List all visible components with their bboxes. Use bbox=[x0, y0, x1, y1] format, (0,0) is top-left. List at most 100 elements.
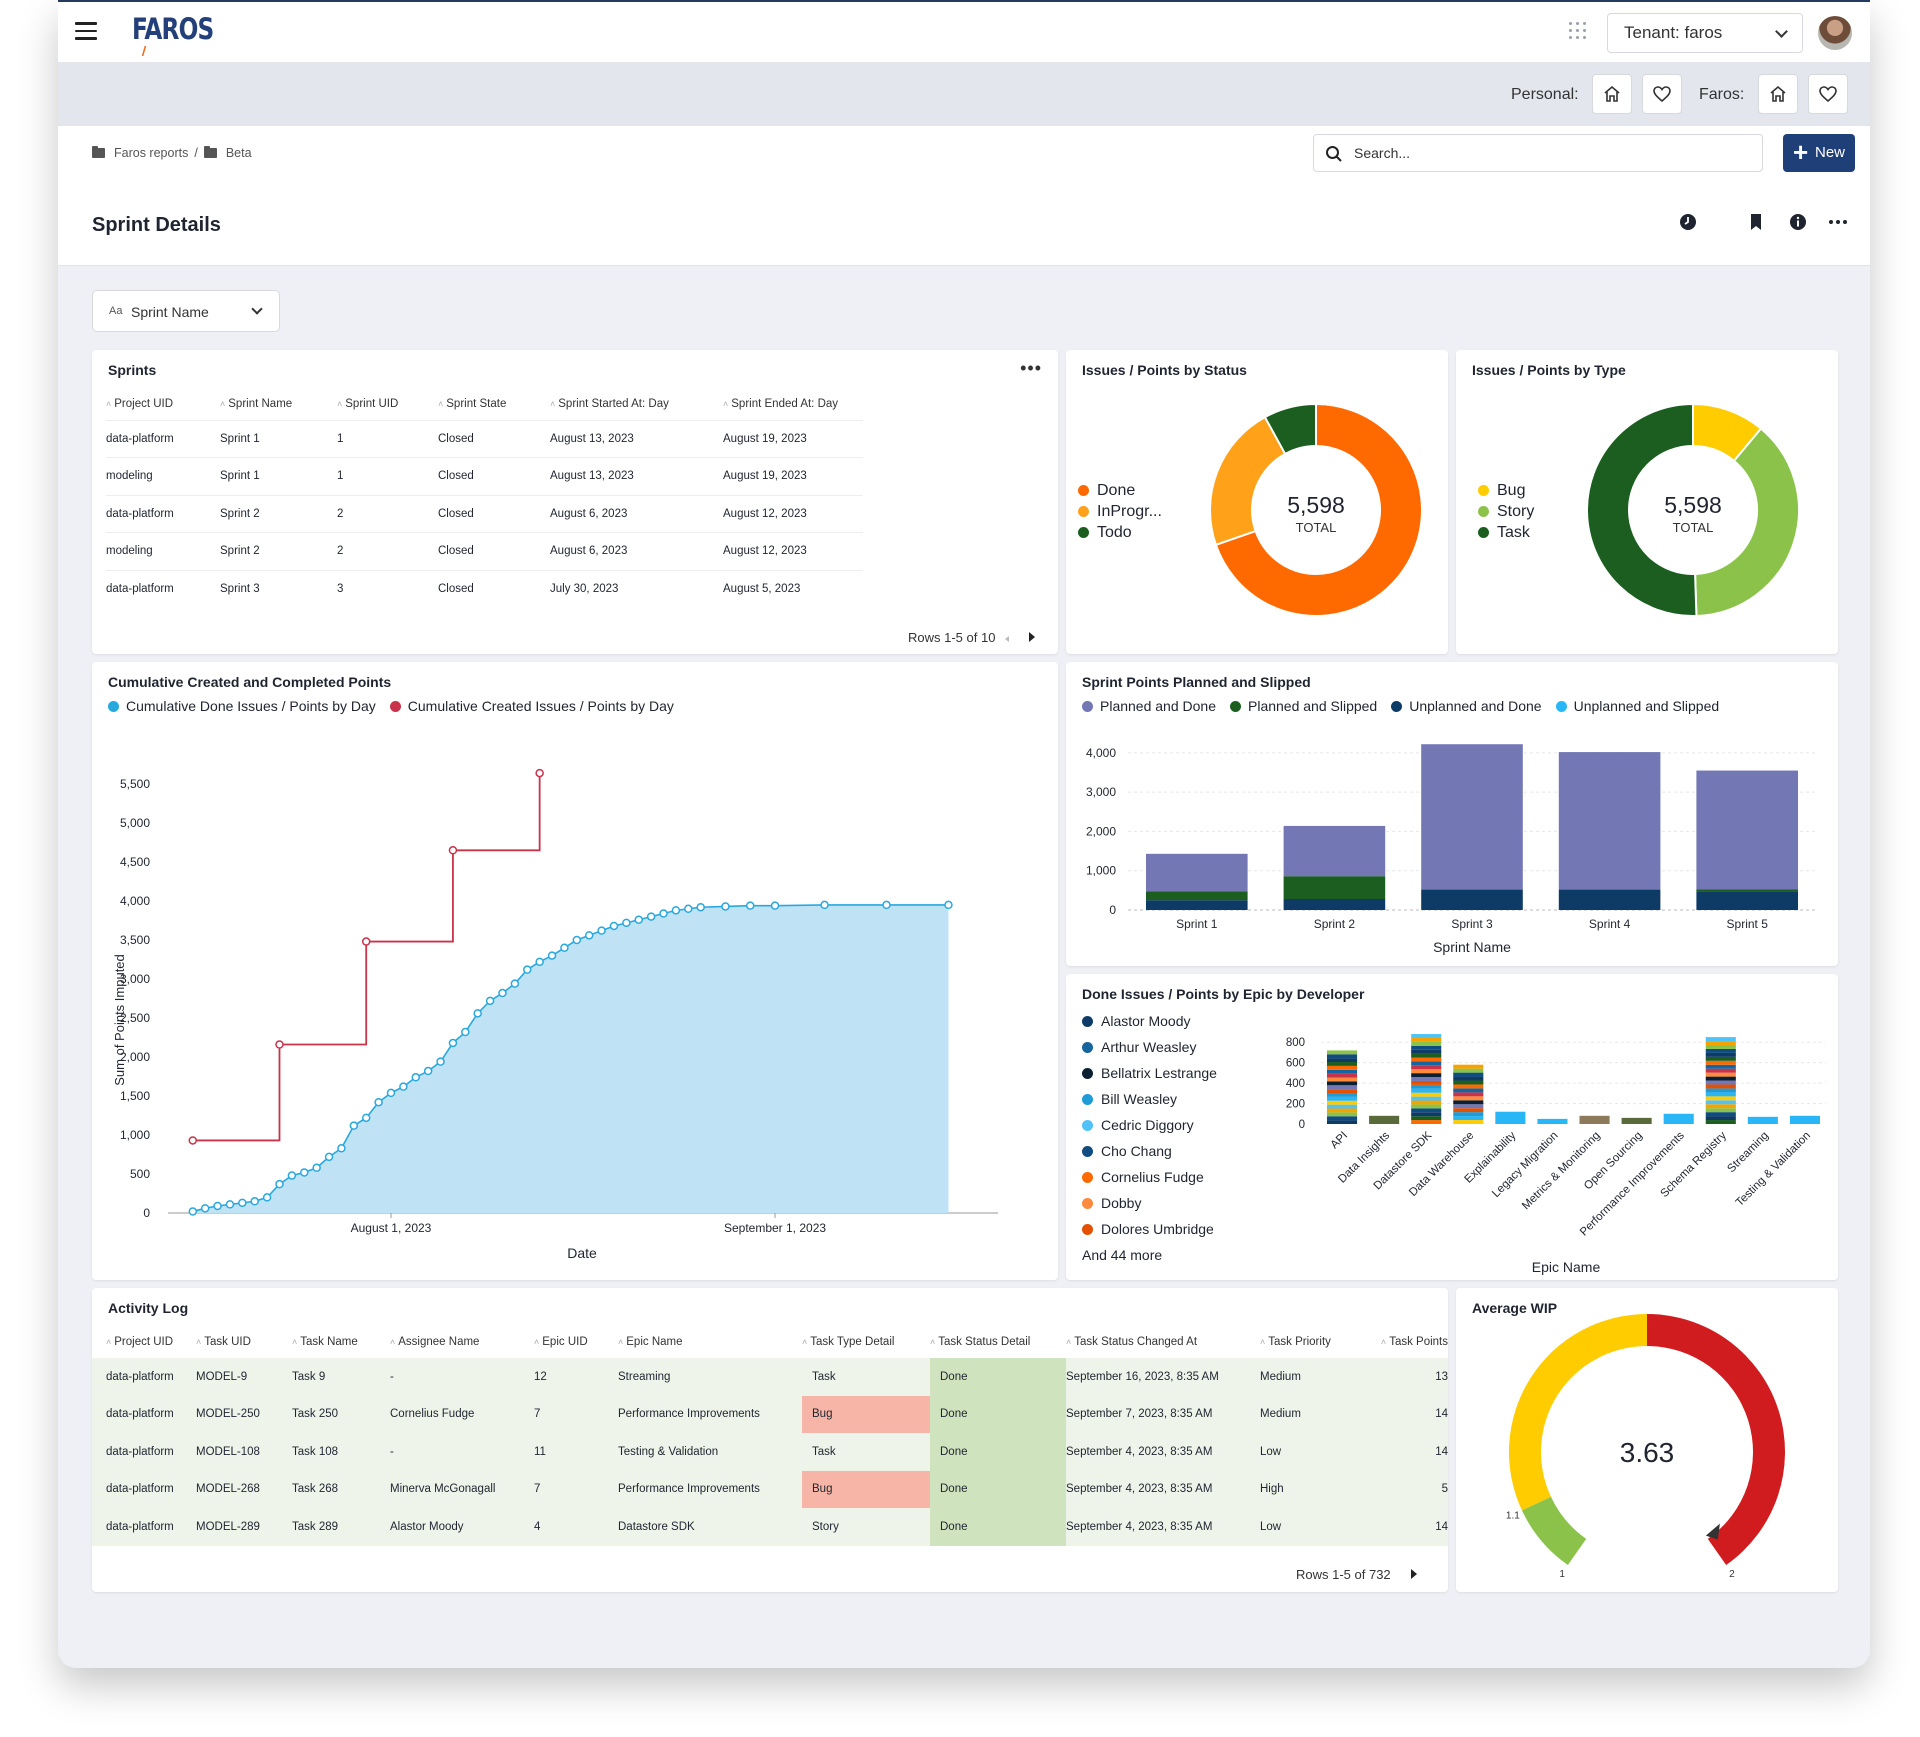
legend-item[interactable]: InProgr... bbox=[1078, 501, 1162, 522]
column-header-label: Task Status Changed At bbox=[1074, 1336, 1198, 1348]
column-header[interactable]: ˄ Sprint UID bbox=[337, 388, 438, 420]
bookmark-icon[interactable] bbox=[1746, 212, 1766, 232]
bar-segment bbox=[1453, 1096, 1484, 1101]
bar-segment bbox=[1411, 1069, 1442, 1074]
info-icon[interactable] bbox=[1788, 212, 1808, 232]
legend-item[interactable]: Todo bbox=[1078, 522, 1162, 543]
clock-icon[interactable] bbox=[1678, 212, 1698, 232]
table-cell: modeling bbox=[106, 470, 153, 483]
bar-segment bbox=[1705, 1092, 1736, 1097]
legend-item[interactable]: Alastor Moody bbox=[1082, 1008, 1217, 1034]
column-header[interactable]: ˄ Task Status Changed At bbox=[1066, 1326, 1260, 1358]
table-row[interactable]: data-platform MODEL-9 Task 9-12 Streaming Ta… bbox=[92, 1358, 1448, 1396]
legend-item[interactable]: Cho Chang bbox=[1082, 1138, 1217, 1164]
column-header[interactable]: ˄ Sprint Ended At: Day bbox=[723, 388, 863, 420]
column-header[interactable]: ˄ Assignee Name bbox=[390, 1326, 534, 1358]
legend-swatch bbox=[1082, 1223, 1093, 1235]
legend-label: Unplanned and Done bbox=[1409, 698, 1542, 714]
x-tick-label: API bbox=[1329, 1130, 1351, 1152]
new-button[interactable]: New bbox=[1783, 134, 1855, 172]
table-row[interactable]: data-platform Sprint 1 1 Closed August 13, 2… bbox=[106, 420, 863, 458]
legend-item[interactable]: Arthur Weasley bbox=[1082, 1034, 1217, 1060]
planned-title: Sprint Points Planned and Slipped bbox=[1082, 674, 1311, 690]
breadcrumb-faros-reports[interactable]: Faros reports bbox=[114, 146, 189, 160]
hamburger-menu-icon[interactable] bbox=[75, 22, 97, 40]
legend-item[interactable]: Story bbox=[1478, 501, 1534, 522]
column-header[interactable]: ˄ Project UID bbox=[92, 1326, 196, 1358]
legend-item[interactable]: Bug bbox=[1478, 480, 1534, 501]
legend-item[interactable]: Cumulative Done Issues / Points by Day bbox=[108, 698, 376, 714]
column-header[interactable]: ˄ Sprint State bbox=[438, 388, 550, 420]
table-row[interactable]: data-platform MODEL-289 Task 289 Alastor Mo… bbox=[92, 1508, 1448, 1546]
legend-item[interactable]: Planned and Slipped bbox=[1230, 698, 1377, 714]
bar-segment bbox=[1453, 1108, 1484, 1113]
table-row[interactable]: data-platform MODEL-268 Task 268 Minerva Mc… bbox=[92, 1470, 1448, 1508]
card-menu-icon[interactable]: ••• bbox=[1020, 358, 1042, 378]
table-cell: 2 bbox=[337, 545, 344, 558]
legend-item[interactable]: Dolores Umbridge bbox=[1082, 1216, 1217, 1242]
legend-item[interactable]: Task bbox=[1478, 522, 1534, 543]
legend-item[interactable]: Dobby bbox=[1082, 1190, 1217, 1216]
legend-item[interactable]: Cornelius Fudge bbox=[1082, 1164, 1217, 1190]
user-avatar[interactable] bbox=[1818, 16, 1852, 50]
legend-item[interactable]: Unplanned and Slipped bbox=[1555, 698, 1719, 714]
legend-item[interactable]: Cedric Diggory bbox=[1082, 1112, 1217, 1138]
column-header[interactable]: ˄ Sprint Name bbox=[220, 388, 337, 420]
done-point bbox=[238, 1198, 247, 1208]
column-header[interactable]: ˄ Task Type Detail bbox=[802, 1326, 930, 1358]
legend-item[interactable]: Planned and Done bbox=[1082, 698, 1216, 714]
bar-segment bbox=[1705, 1108, 1736, 1113]
column-header[interactable]: ˄ Task Name bbox=[292, 1326, 390, 1358]
sprint-name-filter[interactable]: Aa Sprint Name bbox=[92, 290, 280, 332]
more-options-icon[interactable] bbox=[1828, 212, 1848, 232]
faros-favorite-button[interactable] bbox=[1808, 74, 1848, 114]
next-page-icon[interactable] bbox=[1410, 1569, 1417, 1579]
table-cell: August 19, 2023 bbox=[723, 432, 807, 445]
bar-segment bbox=[1411, 1034, 1442, 1038]
faros-logo[interactable]: FAROS bbox=[132, 12, 214, 56]
table-row[interactable]: modeling Sprint 1 1 Closed August 13, 2023 Au… bbox=[106, 457, 863, 496]
bar-segment bbox=[1705, 1068, 1736, 1073]
table-row[interactable]: data-platform Sprint 2 2 Closed August 6, 20… bbox=[106, 495, 863, 533]
bar-segment bbox=[1705, 1052, 1736, 1057]
column-header[interactable]: ˄ Task UID bbox=[196, 1326, 292, 1358]
column-header[interactable]: ˄ Task Priority bbox=[1260, 1326, 1380, 1358]
done-point bbox=[634, 915, 643, 924]
column-header[interactable]: ˄ Epic UID bbox=[534, 1326, 618, 1358]
legend-item[interactable]: Bill Weasley bbox=[1082, 1086, 1217, 1112]
table-cell: 13 bbox=[1380, 1358, 1448, 1396]
legend-item[interactable]: Cumulative Created Issues / Points by Da… bbox=[389, 698, 674, 714]
next-page-icon[interactable] bbox=[1029, 632, 1036, 642]
legend-item[interactable]: Done bbox=[1078, 480, 1162, 501]
column-header[interactable]: ˄ Task Points bbox=[1380, 1326, 1448, 1358]
search-input[interactable]: Search... bbox=[1313, 134, 1763, 172]
legend-label: Done bbox=[1097, 481, 1136, 499]
table-cell: Bug bbox=[802, 1395, 930, 1433]
personal-home-button[interactable] bbox=[1592, 74, 1632, 114]
prev-page-icon[interactable] bbox=[1005, 636, 1010, 642]
legend-label: Cho Chang bbox=[1101, 1143, 1172, 1159]
tenant-select[interactable]: Tenant: faros bbox=[1607, 13, 1803, 53]
table-row[interactable]: data-platform MODEL-108 Task 108-11 Testing… bbox=[92, 1433, 1448, 1471]
done-point bbox=[386, 1088, 396, 1098]
personal-favorite-button[interactable] bbox=[1642, 74, 1682, 114]
column-header[interactable]: ˄ Sprint Started At: Day bbox=[550, 388, 723, 420]
table-cell: MODEL-289 bbox=[196, 1508, 292, 1546]
column-header[interactable]: ˄ Project UID bbox=[106, 388, 220, 420]
done-point bbox=[337, 1144, 346, 1153]
bar-segment bbox=[1453, 1092, 1484, 1097]
table-row[interactable]: data-platform MODEL-250 Task 250 Cornelius … bbox=[92, 1395, 1448, 1433]
legend-more-link[interactable]: And 44 more bbox=[1082, 1247, 1163, 1263]
column-header[interactable]: ˄ Task Status Detail bbox=[930, 1326, 1066, 1358]
table-row[interactable]: modeling Sprint 2 2 Closed August 6, 2023 Aug… bbox=[106, 532, 863, 571]
legend-item[interactable]: Bellatrix Lestrange bbox=[1082, 1060, 1217, 1086]
table-cell: Performance Improvements bbox=[618, 1395, 802, 1433]
legend-item[interactable]: Unplanned and Done bbox=[1391, 698, 1542, 714]
column-header[interactable]: ˄ Epic Name bbox=[618, 1326, 802, 1358]
breadcrumb-beta[interactable]: Beta bbox=[225, 146, 252, 160]
table-cell: 2 bbox=[337, 507, 344, 520]
faros-home-button[interactable] bbox=[1758, 74, 1798, 114]
table-row[interactable]: data-platform Sprint 3 3 Closed July 30, 202… bbox=[106, 570, 863, 608]
apps-grid-icon[interactable] bbox=[1569, 22, 1587, 40]
